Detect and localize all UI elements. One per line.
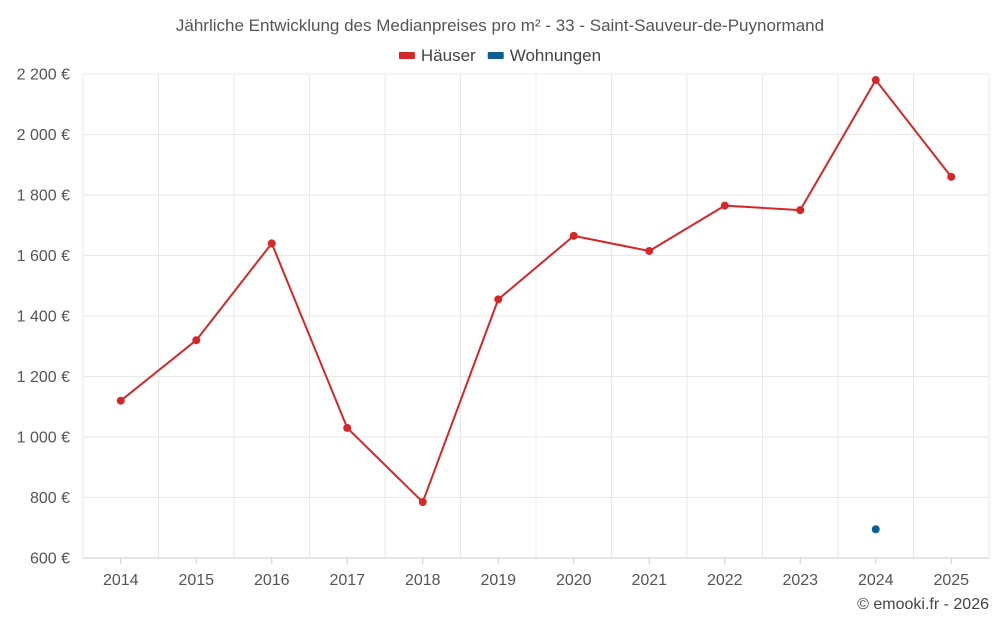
x-tick-label: 2018 bbox=[405, 572, 441, 589]
data-point[interactable] bbox=[192, 336, 201, 345]
y-tick-label: 1 600 € bbox=[17, 248, 70, 265]
y-tick-label: 600 € bbox=[30, 551, 70, 568]
x-axis: 2014 2015 2016 2017 2018 2019 2020 2021 2022 2023… bbox=[83, 557, 989, 589]
y-tick-label: 1 800 € bbox=[17, 188, 70, 205]
horizontal-gridlines bbox=[83, 73, 989, 498]
legend-item[interactable]: Häuser bbox=[398, 46, 476, 65]
x-tick-label: 2017 bbox=[329, 572, 365, 589]
x-tick-label: 2024 bbox=[858, 572, 894, 589]
data-point[interactable] bbox=[418, 498, 427, 507]
data-point[interactable] bbox=[645, 246, 654, 255]
y-tick-label: 800 € bbox=[30, 490, 70, 507]
legend-label: Häuser bbox=[421, 46, 476, 65]
data-point[interactable] bbox=[947, 172, 956, 181]
data-point[interactable] bbox=[116, 396, 125, 405]
y-tick-label: 1 400 € bbox=[17, 309, 70, 326]
legend: Häuser Wohnungen bbox=[398, 46, 601, 65]
data-point[interactable] bbox=[720, 201, 729, 210]
series-wohnungen bbox=[871, 525, 880, 534]
data-point[interactable] bbox=[871, 525, 880, 534]
x-tick-label: 2015 bbox=[178, 572, 214, 589]
y-tick-label: 1 200 € bbox=[17, 369, 70, 386]
series-häuser bbox=[116, 76, 956, 507]
x-tick-label: 2014 bbox=[103, 572, 139, 589]
series-line bbox=[120, 79, 953, 504]
x-tick-label: 2025 bbox=[933, 572, 969, 589]
series-layer bbox=[116, 76, 956, 534]
y-tick-label: 1 000 € bbox=[17, 430, 70, 447]
data-point[interactable] bbox=[267, 239, 276, 248]
chart-title: Jährliche Entwicklung des Medianpreises … bbox=[176, 16, 824, 35]
legend-item[interactable]: Wohnungen bbox=[487, 46, 601, 65]
x-tick-label: 2020 bbox=[556, 572, 592, 589]
x-tick-label: 2019 bbox=[480, 572, 516, 589]
data-point[interactable] bbox=[569, 231, 578, 240]
data-point[interactable] bbox=[871, 76, 880, 85]
x-tick-label: 2016 bbox=[254, 572, 290, 589]
x-tick-label: 2021 bbox=[631, 572, 667, 589]
legend-label: Wohnungen bbox=[510, 46, 601, 65]
legend-swatch bbox=[487, 52, 504, 59]
y-tick-label: 2 000 € bbox=[17, 127, 70, 144]
data-point[interactable] bbox=[796, 206, 805, 215]
data-point[interactable] bbox=[494, 295, 503, 304]
credit-text: © emooki.fr - 2026 bbox=[857, 596, 989, 613]
x-tick-label: 2022 bbox=[707, 572, 743, 589]
y-tick-label: 2 200 € bbox=[17, 67, 70, 84]
x-tick-label: 2023 bbox=[782, 572, 818, 589]
data-point[interactable] bbox=[343, 423, 352, 432]
y-axis: 600 € 800 € 1 000 € 1 200 € 1 400 € 1 600 € 1 … bbox=[17, 67, 70, 568]
legend-swatch bbox=[398, 52, 415, 59]
